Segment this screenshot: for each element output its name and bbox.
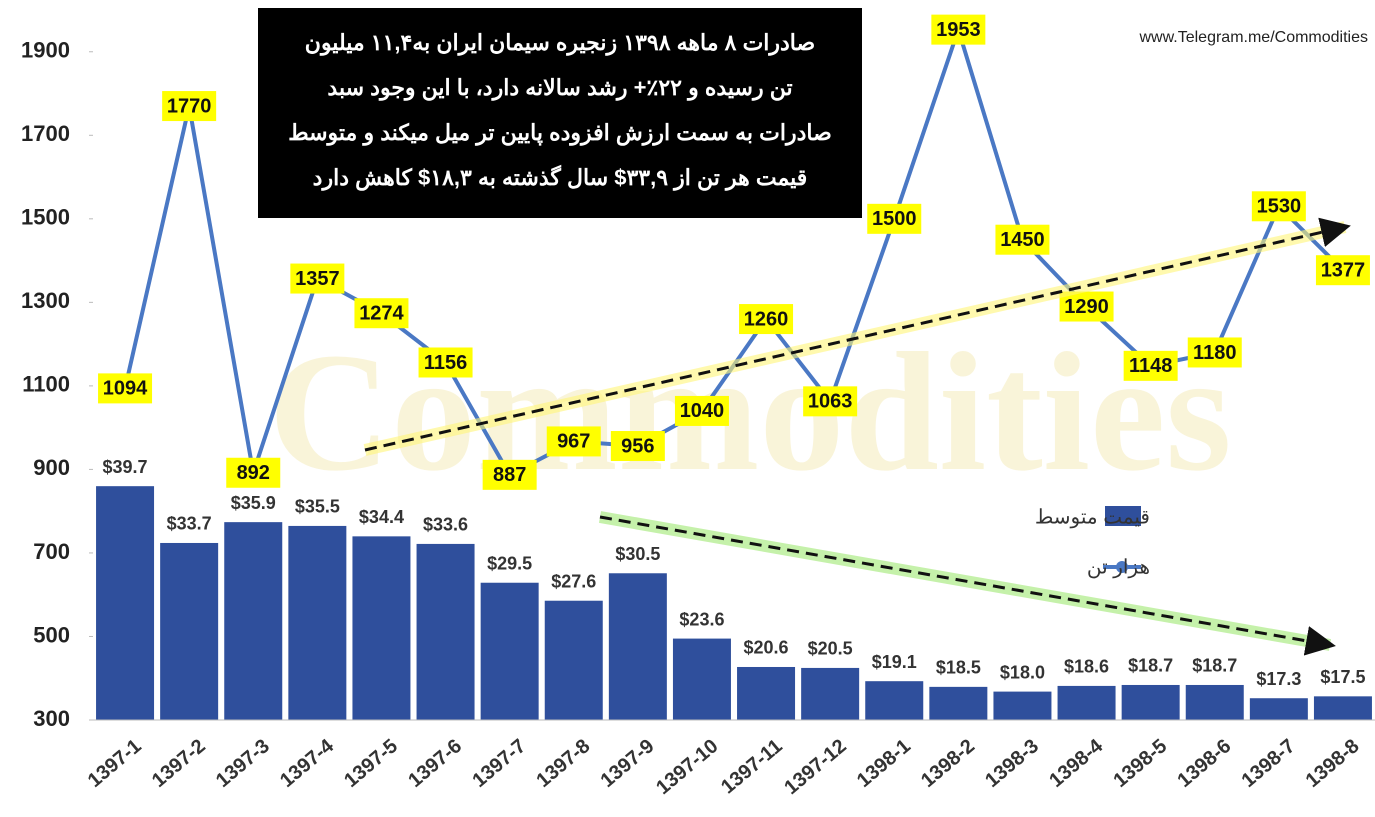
bar-value-label: $17.3 bbox=[1256, 669, 1301, 689]
source: www.Telegram.me/Commodities bbox=[1138, 29, 1368, 46]
bar-value-label: $35.5 bbox=[295, 497, 340, 517]
bar-value-label: $19.1 bbox=[872, 652, 917, 672]
y-tick-label: 1500 bbox=[21, 205, 70, 230]
bar bbox=[481, 583, 539, 720]
bar bbox=[96, 486, 154, 720]
bar-value-label: $18.7 bbox=[1128, 656, 1173, 676]
bar-value-label: $29.5 bbox=[487, 553, 532, 573]
bar-value-label: $30.5 bbox=[615, 544, 660, 564]
bar-value-label: $35.9 bbox=[231, 493, 276, 513]
legend-label: قیمت متوسط bbox=[1035, 506, 1150, 528]
x-tick-label: 1398-8 bbox=[1302, 735, 1364, 792]
bar bbox=[993, 692, 1051, 720]
x-tick-label: 1397-1 bbox=[84, 735, 146, 792]
x-tick-label: 1398-2 bbox=[917, 735, 979, 792]
point-value-label: 1500 bbox=[872, 208, 917, 230]
y-tick-label: 700 bbox=[33, 539, 70, 564]
bar bbox=[865, 681, 923, 720]
bar bbox=[1250, 698, 1308, 720]
y-tick-label: 1700 bbox=[21, 121, 70, 146]
bar-value-label: $39.7 bbox=[103, 457, 148, 477]
point-value-label: 1040 bbox=[680, 400, 725, 422]
x-tick-label: 1398-1 bbox=[853, 735, 915, 792]
bar bbox=[737, 667, 795, 720]
bar-value-label: $18.5 bbox=[936, 658, 981, 678]
chart: Commodities 300 500 700 900 1100 1300 1500 1700… bbox=[0, 0, 1375, 817]
point-value-label: 1530 bbox=[1257, 196, 1302, 218]
bar-value-label: $33.6 bbox=[423, 515, 468, 535]
x-tick-label: 1397-12 bbox=[780, 735, 850, 799]
x-tick-label: 1397-5 bbox=[340, 735, 402, 792]
bar bbox=[1186, 685, 1244, 720]
x-tick-label: 1398-6 bbox=[1174, 735, 1236, 792]
annotation-line: صادرات به سمت ارزش افزوده پایین تر میل م… bbox=[288, 120, 832, 147]
annotation-line: قیمت هر تن از ۳۳,۹$ سال گذشته به ۱۸,۳$ ک… bbox=[313, 164, 808, 191]
annotation-line: تن رسیده و ۲۲٪+ رشد سالانه دارد، با این … bbox=[327, 75, 792, 101]
point-value-label: 1274 bbox=[359, 302, 404, 324]
legend-label: هزار تن bbox=[1087, 556, 1150, 578]
bar bbox=[224, 522, 282, 720]
x-tick-label: 1398-3 bbox=[981, 735, 1043, 792]
point-value-label: 1094 bbox=[103, 378, 148, 400]
bar-value-label: $27.6 bbox=[551, 571, 596, 591]
bar bbox=[1058, 686, 1116, 720]
point-value-label: 1770 bbox=[167, 95, 212, 117]
x-tick-label: 1397-7 bbox=[468, 735, 530, 792]
bar-value-label: $18.0 bbox=[1000, 662, 1045, 682]
x-tick-label: 1398-4 bbox=[1045, 734, 1108, 791]
bar-value-label: $17.5 bbox=[1320, 667, 1365, 687]
bar bbox=[352, 536, 410, 720]
bar bbox=[288, 526, 346, 720]
bar bbox=[1122, 685, 1180, 720]
point-value-label: 892 bbox=[237, 462, 270, 484]
x-tick-label: 1397-8 bbox=[533, 735, 595, 792]
point-value-label: 887 bbox=[493, 464, 526, 486]
annotation-line: صادرات ۸ ماهه ۱۳۹۸ زنجیره سیمان ایران به… bbox=[305, 30, 815, 56]
bar-value-label: $23.6 bbox=[679, 609, 724, 629]
point-value-label: 1156 bbox=[424, 352, 467, 374]
x-tick-label: 1398-5 bbox=[1109, 735, 1171, 792]
x-tick-label: 1397-4 bbox=[276, 734, 339, 791]
bar-value-label: $33.7 bbox=[167, 514, 212, 534]
point-value-label: 956 bbox=[621, 435, 654, 457]
point-value-label: 1260 bbox=[744, 308, 789, 330]
bar bbox=[545, 601, 603, 720]
bar bbox=[673, 639, 731, 720]
bar bbox=[160, 543, 218, 720]
x-tick-label: 1397-11 bbox=[717, 735, 787, 798]
x-tick-label: 1397-2 bbox=[148, 735, 210, 792]
y-tick-label: 1900 bbox=[21, 38, 70, 63]
x-tick-label: 1397-3 bbox=[212, 735, 274, 792]
point-value-label: 1148 bbox=[1129, 355, 1172, 377]
point-value-label: 1063 bbox=[808, 391, 853, 413]
bar-value-label: $18.7 bbox=[1192, 656, 1237, 676]
bar bbox=[929, 687, 987, 720]
bar bbox=[1314, 696, 1372, 720]
point-value-label: 1180 bbox=[1193, 342, 1236, 364]
y-tick-label: 300 bbox=[33, 706, 70, 731]
bar bbox=[609, 573, 667, 720]
y-tick-label: 1300 bbox=[21, 288, 70, 313]
point-value-label: 1357 bbox=[295, 268, 340, 290]
y-tick-label: 500 bbox=[33, 622, 70, 647]
point-value-label: 1953 bbox=[936, 19, 981, 41]
x-tick-label: 1398-7 bbox=[1238, 735, 1300, 792]
bar-value-label: $20.6 bbox=[744, 638, 789, 658]
x-tick-label: 1397-6 bbox=[404, 735, 466, 792]
point-value-label: 1377 bbox=[1321, 259, 1366, 281]
point-value-label: 1450 bbox=[1000, 229, 1045, 251]
bar bbox=[801, 668, 859, 720]
bar bbox=[417, 544, 475, 720]
bar-value-label: $18.6 bbox=[1064, 657, 1109, 677]
y-tick-label: 1100 bbox=[22, 372, 70, 397]
x-tick-label: 1397-9 bbox=[597, 735, 659, 792]
x-tick-label: 1397-10 bbox=[652, 735, 722, 799]
bar-value-label: $34.4 bbox=[359, 507, 404, 527]
point-value-label: 967 bbox=[557, 431, 590, 453]
point-value-label: 1290 bbox=[1064, 296, 1109, 318]
y-tick-label: 900 bbox=[33, 455, 70, 480]
watermark: Commodities bbox=[268, 318, 1231, 506]
bar-value-label: $20.5 bbox=[808, 639, 853, 659]
